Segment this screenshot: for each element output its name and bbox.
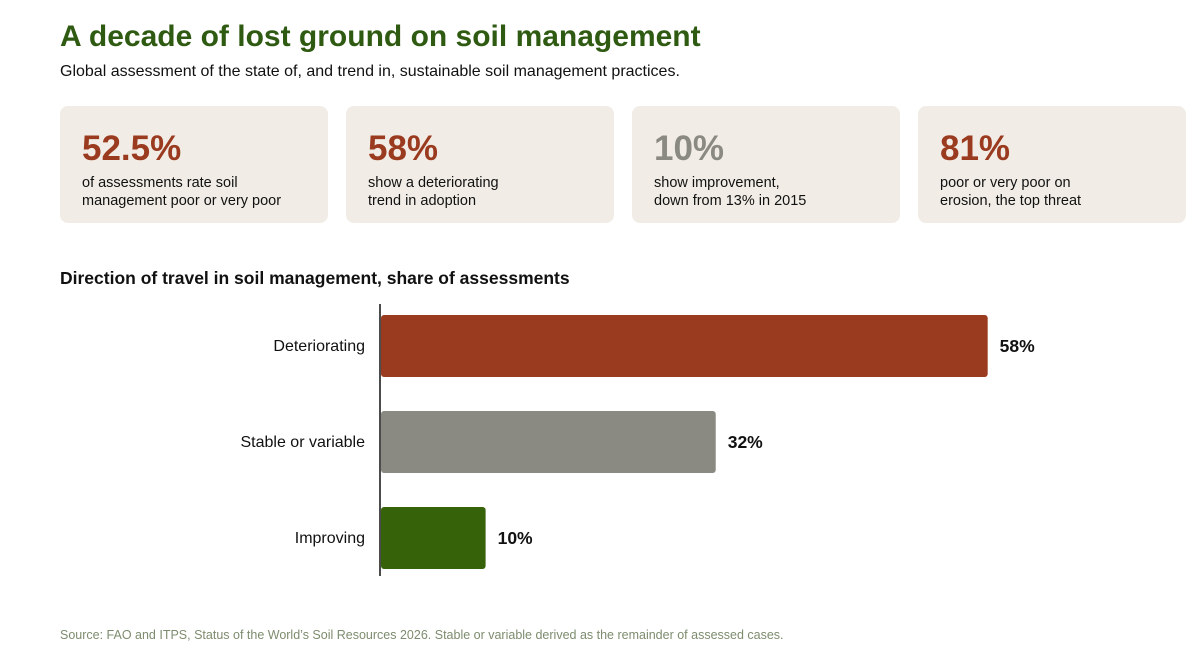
stat-value: 10% (654, 129, 725, 168)
stat-card-improvement: 10% show improvement, down from 13% in 2… (632, 106, 900, 223)
page-subtitle: Global assessment of the state of, and t… (60, 63, 680, 80)
bar-deteriorating (381, 315, 988, 377)
stat-description: of assessments rate soil management poor… (82, 175, 282, 209)
stat-description: poor or very poor on erosion, the top th… (940, 175, 1082, 209)
stat-cards: 52.5% of assessments rate soil managemen… (60, 106, 1186, 223)
category-label-improving: Improving (295, 530, 365, 547)
category-label-deteriorating: Deteriorating (273, 338, 365, 355)
bar-improving (381, 507, 486, 569)
value-label-stable-or-variable: 32% (728, 432, 763, 452)
bar-stable-or-variable (381, 411, 716, 473)
category-label-stable-or-variable: Stable or variable (240, 434, 365, 451)
stat-value: 52.5% (82, 129, 182, 168)
stat-card-poor-management: 52.5% of assessments rate soil managemen… (60, 106, 328, 223)
stat-card-deteriorating: 58% show a deteriorating trend in adopti… (346, 106, 614, 223)
stat-value: 81% (940, 129, 1011, 168)
stat-card-erosion: 81% poor or very poor on erosion, the to… (918, 106, 1186, 223)
value-label-improving: 10% (498, 528, 533, 548)
stat-value: 58% (368, 129, 439, 168)
source-note: Source: FAO and ITPS, Status of the Worl… (60, 628, 784, 642)
stat-description: show a deteriorating trend in adoption (368, 175, 499, 209)
value-label-deteriorating: 58% (1000, 336, 1035, 356)
bar-chart: Deteriorating 58% Stable or variable 32% Imp… (240, 304, 1035, 576)
page-title: A decade of lost ground on soil manageme… (60, 20, 701, 53)
stat-description: show improvement, down from 13% in 2015 (654, 175, 807, 209)
chart-title: Direction of travel in soil management, … (60, 268, 570, 288)
